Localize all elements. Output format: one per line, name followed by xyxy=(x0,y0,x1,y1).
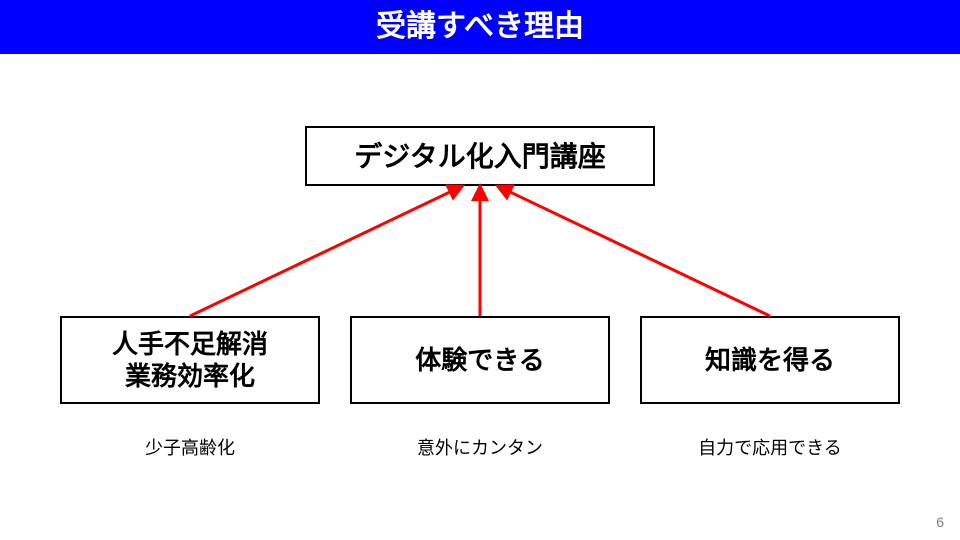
reason-node-mid-label: 体験できる xyxy=(415,344,544,377)
caption-right: 自力で応用できる xyxy=(640,434,900,460)
title-bar: 受講すべき理由 xyxy=(0,0,960,54)
caption-left: 少子高齢化 xyxy=(60,434,320,460)
title-text: 受講すべき理由 xyxy=(376,10,584,43)
reason-node-left-label: 人手不足解消業務効率化 xyxy=(112,328,268,393)
root-node-label: デジタル化入門講座 xyxy=(354,139,605,174)
edge-arrow xyxy=(190,186,463,316)
reason-node-mid: 体験できる xyxy=(350,316,610,404)
reason-node-right-label: 知識を得る xyxy=(705,344,835,377)
edge-arrow xyxy=(498,186,771,316)
reason-node-right: 知識を得る xyxy=(640,316,900,404)
caption-mid: 意外にカンタン xyxy=(350,434,610,460)
reason-node-left: 人手不足解消業務効率化 xyxy=(60,316,320,404)
root-node: デジタル化入門講座 xyxy=(305,126,655,186)
page-number: 6 xyxy=(936,514,944,530)
